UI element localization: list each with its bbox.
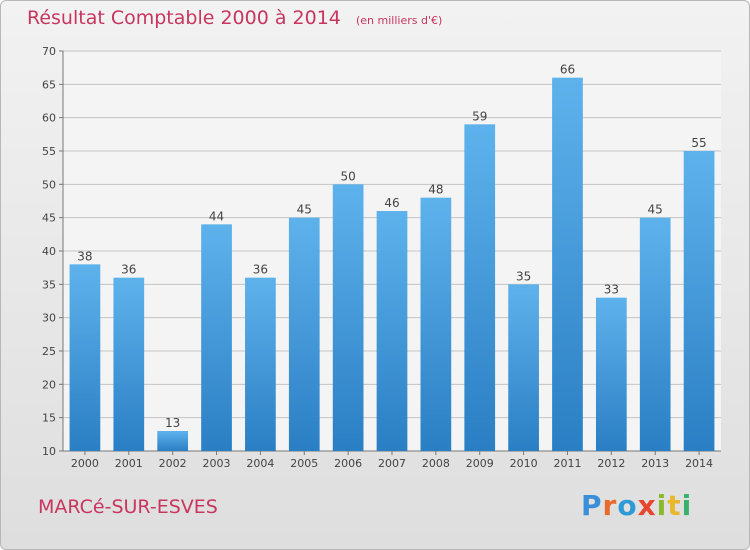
y-tick-label: 65 bbox=[42, 78, 56, 91]
data-label: 55 bbox=[691, 136, 706, 150]
bar bbox=[113, 277, 145, 451]
bar bbox=[245, 277, 276, 451]
y-tick-label: 30 bbox=[42, 312, 56, 325]
y-tick-label: 15 bbox=[42, 412, 56, 425]
data-label: 46 bbox=[384, 196, 399, 210]
bar bbox=[201, 224, 232, 451]
chart-title: Résultat Comptable 2000 à 2014 bbox=[27, 7, 341, 29]
x-tick-label: 2007 bbox=[378, 457, 406, 470]
bar bbox=[595, 297, 627, 451]
logo-letter: i bbox=[656, 489, 668, 522]
data-label: 66 bbox=[560, 63, 575, 77]
y-tick-label: 45 bbox=[42, 212, 56, 225]
y-tick-label: 70 bbox=[42, 45, 56, 58]
title-line: Résultat Comptable 2000 à 2014 (en milli… bbox=[27, 7, 442, 29]
data-label: 38 bbox=[77, 249, 92, 263]
x-tick-label: 2010 bbox=[510, 457, 538, 470]
x-tick-label: 2008 bbox=[422, 457, 450, 470]
bar bbox=[376, 211, 408, 451]
logo-letter: x bbox=[637, 489, 657, 522]
y-tick-label: 25 bbox=[42, 345, 56, 358]
logo-letter: o bbox=[617, 489, 638, 522]
bar bbox=[464, 124, 496, 451]
y-tick-label: 35 bbox=[42, 278, 56, 291]
town-name: MARCé-SUR-ESVES bbox=[38, 496, 218, 518]
x-tick-label: 2001 bbox=[115, 457, 143, 470]
x-tick-label: 2006 bbox=[334, 457, 362, 470]
bar bbox=[420, 197, 452, 451]
data-label: 13 bbox=[165, 416, 180, 430]
y-tick-label: 55 bbox=[42, 145, 56, 158]
x-tick-label: 2003 bbox=[203, 457, 231, 470]
x-tick-label: 2004 bbox=[246, 457, 274, 470]
data-label: 36 bbox=[253, 263, 268, 277]
y-tick-label: 10 bbox=[42, 445, 56, 458]
y-tick-label: 20 bbox=[42, 378, 56, 391]
data-label: 44 bbox=[209, 209, 224, 223]
bar bbox=[157, 431, 189, 451]
x-tick-label: 2002 bbox=[159, 457, 187, 470]
x-tick-label: 2011 bbox=[553, 457, 581, 470]
data-label: 36 bbox=[121, 263, 136, 277]
data-label: 35 bbox=[516, 269, 531, 283]
bar bbox=[683, 151, 715, 451]
data-label: 33 bbox=[604, 283, 619, 297]
x-tick-label: 2005 bbox=[290, 457, 318, 470]
chart-subtitle: (en milliers d'€) bbox=[355, 14, 443, 27]
bar bbox=[552, 77, 583, 452]
logo-letter: P bbox=[581, 489, 603, 522]
bar bbox=[332, 184, 364, 452]
x-tick-label: 2000 bbox=[71, 457, 99, 470]
data-label: 45 bbox=[297, 203, 312, 217]
logo-letter: t bbox=[667, 489, 682, 522]
x-tick-label: 2014 bbox=[685, 457, 713, 470]
logo-letter: i bbox=[681, 489, 693, 522]
data-label: 45 bbox=[648, 203, 663, 217]
data-label: 59 bbox=[472, 109, 487, 123]
x-tick-label: 2012 bbox=[597, 457, 625, 470]
data-label: 48 bbox=[428, 183, 443, 197]
y-tick-label: 40 bbox=[42, 245, 56, 258]
logo-letter: r bbox=[602, 489, 618, 522]
bar bbox=[288, 217, 320, 451]
bar bbox=[508, 284, 539, 451]
bar bbox=[69, 264, 101, 451]
x-tick-label: 2013 bbox=[641, 457, 669, 470]
data-label: 50 bbox=[340, 169, 355, 183]
y-tick-label: 50 bbox=[42, 178, 56, 191]
y-tick-label: 60 bbox=[42, 112, 56, 125]
proxiti-logo: Proxiti bbox=[581, 489, 692, 522]
x-tick-label: 2009 bbox=[466, 457, 494, 470]
bar bbox=[639, 217, 671, 451]
